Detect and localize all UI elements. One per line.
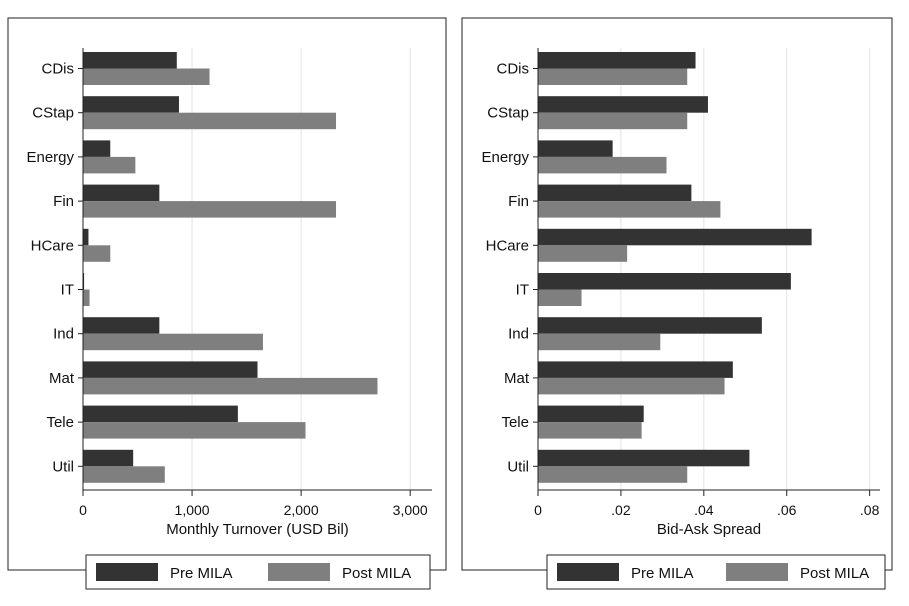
- category-label: Mat: [504, 370, 530, 387]
- category-label: HCare: [31, 237, 74, 254]
- category-label: Ind: [53, 326, 74, 343]
- x-tick-label: .08: [860, 502, 880, 518]
- category-label: Mat: [49, 370, 75, 387]
- category-label: Util: [52, 458, 74, 475]
- x-tick-label: .06: [777, 502, 797, 518]
- category-label: CStap: [32, 105, 74, 122]
- legend-swatch-post: [726, 563, 788, 581]
- legend-label: Pre MILA: [631, 565, 694, 582]
- bar-util-post: [538, 466, 688, 483]
- x-tick-label: .04: [694, 502, 714, 518]
- bar-util-post: [83, 466, 165, 483]
- legend-swatch-pre: [557, 563, 619, 581]
- category-label: Tele: [46, 414, 74, 431]
- chart-panel-spread: CDis CStap Energy Fin HCare IT Ind Mat Tele Util 0…: [461, 17, 893, 590]
- bar-cdis-pre: [538, 52, 696, 69]
- chart-panels: CDis CStap Energy Fin HCare IT Ind Mat Tele Util 0…: [7, 17, 893, 590]
- bar-it-pre: [83, 273, 85, 290]
- bar-cdis-post: [83, 68, 210, 85]
- legend-swatch-pre: [96, 563, 158, 581]
- bar-tele-pre: [83, 405, 238, 423]
- bar-ind-pre: [83, 317, 160, 334]
- bar-mat-post: [83, 377, 378, 395]
- bar-mat-pre: [538, 361, 733, 378]
- x-axis-title: Bid-Ask Spread: [657, 521, 761, 538]
- category-label: CDis: [497, 61, 530, 78]
- bar-util-pre: [83, 449, 134, 467]
- chart-panel-turnover: CDis CStap Energy Fin HCare IT Ind Mat Tele Util 0…: [7, 17, 447, 590]
- bar-hcare-pre: [83, 228, 89, 246]
- x-tick-label: 1,000: [175, 502, 210, 518]
- category-label: Util: [507, 458, 529, 475]
- bar-cstap-post: [83, 112, 337, 130]
- legend-label: Pre MILA: [170, 565, 233, 582]
- bar-energy-pre: [83, 140, 111, 157]
- bar-cdis-post: [538, 68, 688, 85]
- bar-tele-post: [83, 422, 306, 439]
- category-label: Energy: [481, 149, 529, 166]
- bar-mat-post: [538, 377, 725, 395]
- bar-energy-post: [83, 156, 136, 174]
- bar-hcare-post: [83, 245, 111, 262]
- bar-ind-post: [538, 333, 661, 351]
- x-tick-label: 3,000: [393, 502, 428, 518]
- bar-energy-pre: [538, 140, 613, 157]
- bar-fin-pre: [538, 184, 692, 202]
- bar-tele-post: [538, 422, 642, 439]
- bar-cdis-pre: [83, 52, 177, 69]
- bar-ind-pre: [538, 317, 762, 334]
- bar-hcare-post: [538, 245, 628, 262]
- bar-cstap-pre: [538, 96, 708, 113]
- x-tick-label: 2,000: [284, 502, 319, 518]
- bar-ind-post: [83, 333, 263, 351]
- category-label: CDis: [42, 61, 75, 78]
- bar-mat-pre: [83, 361, 258, 378]
- x-axis-title: Monthly Turnover (USD Bil): [166, 521, 349, 538]
- bar-hcare-pre: [538, 228, 812, 246]
- bar-util-pre: [538, 449, 750, 467]
- category-label: Fin: [508, 193, 529, 210]
- legend-label: Post MILA: [800, 565, 869, 582]
- x-tick-label: 0: [79, 502, 87, 518]
- legend: Pre MILA Post MILA: [546, 554, 886, 590]
- bar-it-post: [83, 289, 90, 306]
- bar-fin-post: [83, 201, 337, 218]
- bar-energy-post: [538, 156, 667, 174]
- legend-label: Post MILA: [342, 565, 411, 582]
- bar-cstap-pre: [83, 96, 179, 113]
- category-label: Fin: [53, 193, 74, 210]
- bar-it-pre: [538, 273, 791, 290]
- category-label: HCare: [486, 237, 529, 254]
- legend: Pre MILA Post MILA: [85, 554, 431, 590]
- legend-swatch-post: [268, 563, 330, 581]
- category-label: Ind: [508, 326, 529, 343]
- bar-it-post: [538, 289, 582, 306]
- bar-fin-pre: [83, 184, 160, 202]
- x-tick-label: .02: [611, 502, 631, 518]
- category-label: IT: [61, 282, 74, 299]
- category-label: CStap: [487, 105, 529, 122]
- bar-fin-post: [538, 201, 721, 218]
- category-label: Energy: [26, 149, 74, 166]
- bar-cstap-post: [538, 112, 688, 130]
- category-label: Tele: [501, 414, 529, 431]
- category-label: IT: [516, 282, 529, 299]
- bar-tele-pre: [538, 405, 644, 423]
- x-tick-label: 0: [534, 502, 542, 518]
